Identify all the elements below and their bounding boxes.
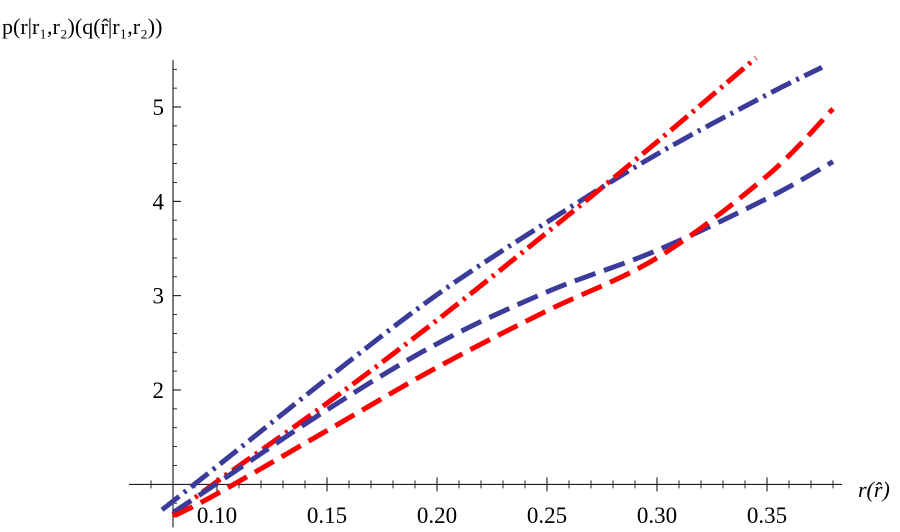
- series-line-1: [160, 65, 824, 512]
- y-tick-label: 2: [153, 378, 165, 403]
- y-tick-label: 4: [153, 189, 165, 214]
- x-tick-label: 0.20: [417, 503, 457, 528]
- series-line-3: [171, 159, 835, 515]
- series-line-2: [171, 55, 758, 517]
- y-tick-label: 3: [153, 284, 165, 309]
- x-axis-label: r(r̂): [858, 477, 890, 502]
- y-axis-label: p(r|r₁,r₂)(q(r̂|r₁,r₂)): [2, 14, 162, 39]
- x-tick-label: 0.10: [197, 503, 237, 528]
- series-lines: [160, 55, 835, 518]
- axes: [129, 60, 842, 528]
- x-tick-label: 0.35: [747, 503, 787, 528]
- x-tick-label: 0.15: [307, 503, 347, 528]
- x-tick-label: 0.25: [527, 503, 567, 528]
- tick-labels: 0.10 0.15 0.20 0.25 0.30 0.35 2 3 4 5: [153, 95, 788, 528]
- series-line-4: [171, 107, 835, 518]
- x-tick-label: 0.30: [637, 503, 677, 528]
- y-tick-label: 5: [153, 95, 165, 120]
